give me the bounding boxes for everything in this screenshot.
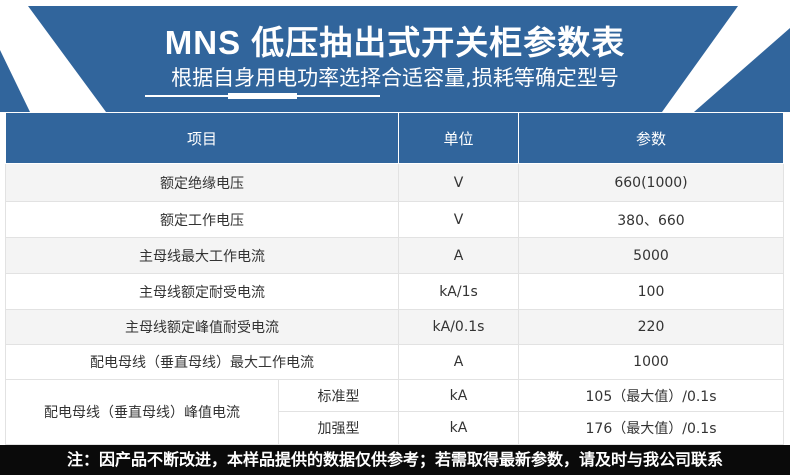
row-value: 380、660 — [518, 201, 784, 238]
row-unit: kA — [398, 411, 519, 445]
row-item: 主母线额定耐受电流 — [5, 273, 399, 310]
group-item: 配电母线（垂直母线）峰值电流 — [5, 379, 279, 445]
table-row: 主母线最大工作电流 A 5000 — [5, 237, 784, 274]
row-item: 额定工作电压 — [5, 201, 399, 238]
page-subtitle: 根据自身用电功率选择合适容量,损耗等确定型号 — [171, 66, 619, 90]
title-underline-center — [228, 93, 297, 99]
table-row: 主母线额定峰值耐受电流 kA/0.1s 220 — [5, 309, 784, 345]
row-item: 主母线最大工作电流 — [5, 237, 399, 274]
row-item: 配电母线（垂直母线）最大工作电流 — [5, 344, 399, 380]
table-row: 加强型 kA 176（最大值）/0.1s — [6, 411, 784, 445]
row-value: 100 — [518, 273, 784, 310]
row-unit: A — [398, 344, 519, 380]
row-unit: kA/1s — [398, 273, 519, 310]
row-unit: kA/0.1s — [398, 309, 519, 345]
row-unit: V — [398, 201, 519, 238]
row-value: 660(1000) — [518, 163, 784, 202]
row-type: 加强型 — [278, 411, 399, 445]
row-unit: V — [398, 163, 519, 202]
header-value: 参数 — [518, 112, 784, 164]
row-item: 额定绝缘电压 — [5, 163, 399, 202]
row-value: 105（最大值）/0.1s — [518, 379, 784, 412]
footer-note: 注：因产品不断改进，本样品提供的数据仅供参考；若需取得最新参数，请及时与我公司联… — [0, 445, 790, 475]
banner-background — [0, 6, 790, 112]
row-type: 标准型 — [278, 379, 399, 412]
row-unit: kA — [398, 379, 519, 412]
header-item: 项目 — [5, 112, 399, 164]
row-value: 176（最大值）/0.1s — [518, 411, 784, 445]
table-row: 主母线额定耐受电流 kA/1s 100 — [5, 273, 784, 310]
row-value: 220 — [518, 309, 784, 345]
row-item: 主母线额定峰值耐受电流 — [5, 309, 399, 345]
table-row: 额定绝缘电压 V 660(1000) — [5, 163, 784, 202]
row-unit: A — [398, 237, 519, 274]
table-row: 配电母线（垂直母线）最大工作电流 A 1000 — [5, 344, 784, 380]
table-row: 配电母线（垂直母线）峰值电流 标准型 kA 105（最大值）/0.1s — [5, 379, 784, 445]
page-title: MNS 低压抽出式开关柜参数表 — [164, 24, 626, 61]
row-value: 5000 — [518, 237, 784, 274]
row-value: 1000 — [518, 344, 784, 380]
table-header-row: 项目 单位 参数 — [5, 112, 784, 164]
parameter-table: 项目 单位 参数 额定绝缘电压 V 660(1000) 额定工作电压 V 380、660… — [5, 112, 784, 445]
table-row: 额定工作电压 V 380、660 — [5, 201, 784, 238]
header-unit: 单位 — [398, 112, 519, 164]
